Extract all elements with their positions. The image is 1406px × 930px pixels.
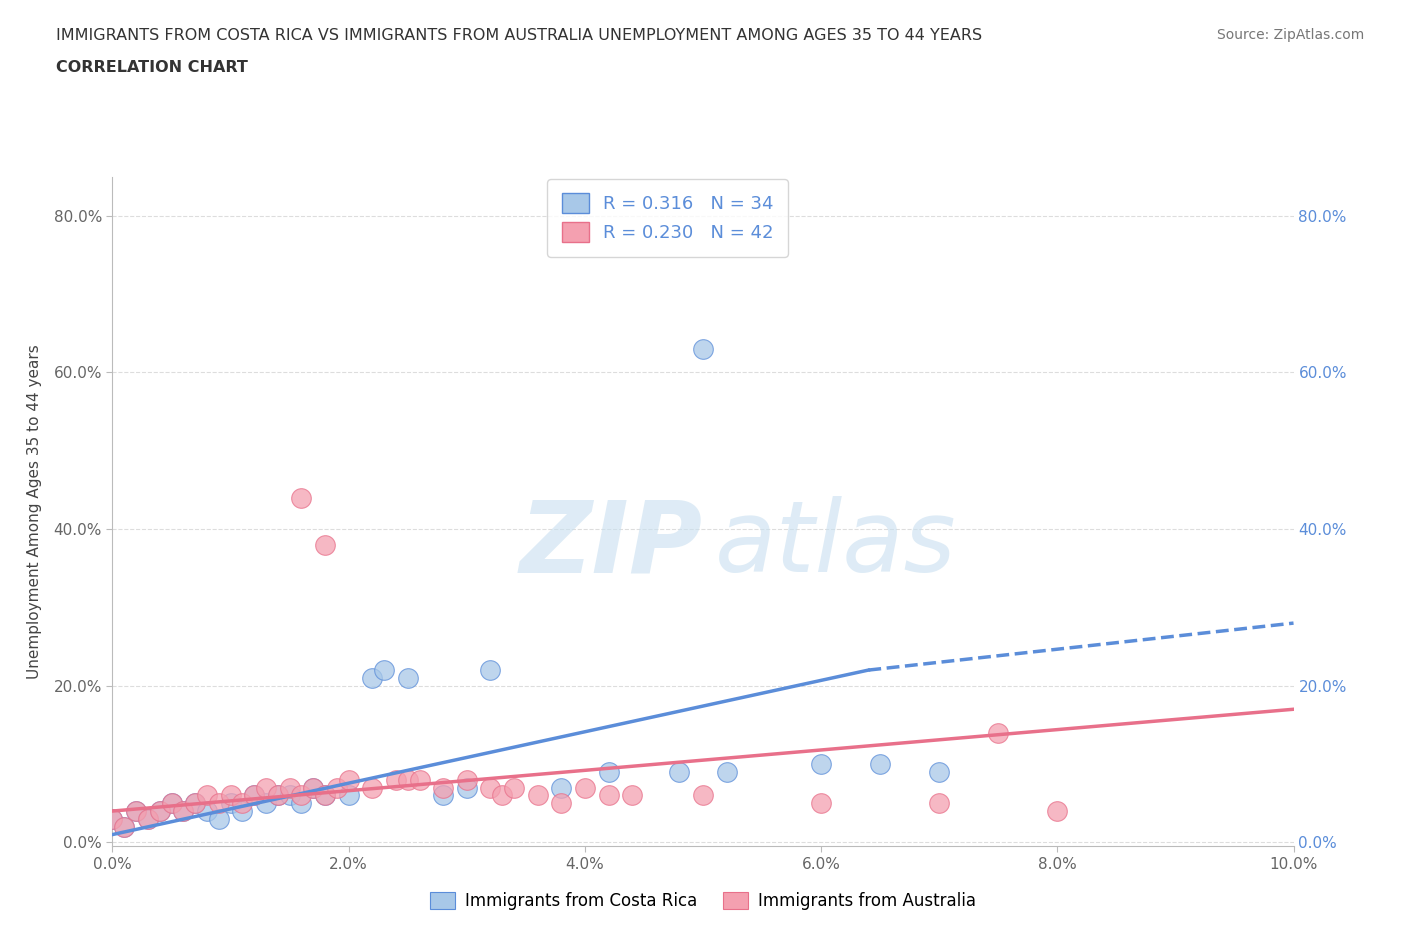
Point — [479, 663, 502, 678]
Point — [278, 780, 301, 795]
Point — [208, 796, 231, 811]
Point — [125, 804, 148, 818]
Point — [101, 812, 124, 827]
Legend: Immigrants from Costa Rica, Immigrants from Australia: Immigrants from Costa Rica, Immigrants f… — [423, 885, 983, 917]
Point — [243, 788, 266, 803]
Point — [928, 796, 950, 811]
Point — [314, 788, 336, 803]
Text: IMMIGRANTS FROM COSTA RICA VS IMMIGRANTS FROM AUSTRALIA UNEMPLOYMENT AMONG AGES : IMMIGRANTS FROM COSTA RICA VS IMMIGRANTS… — [56, 28, 983, 43]
Y-axis label: Unemployment Among Ages 35 to 44 years: Unemployment Among Ages 35 to 44 years — [28, 344, 42, 679]
Point — [267, 788, 290, 803]
Point — [928, 764, 950, 779]
Point — [621, 788, 644, 803]
Point — [172, 804, 194, 818]
Point — [361, 671, 384, 685]
Point — [432, 780, 454, 795]
Point — [208, 812, 231, 827]
Point — [219, 796, 242, 811]
Point — [869, 757, 891, 772]
Point — [149, 804, 172, 818]
Point — [243, 788, 266, 803]
Text: ZIP: ZIP — [520, 497, 703, 593]
Legend: R = 0.316   N = 34, R = 0.230   N = 42: R = 0.316 N = 34, R = 0.230 N = 42 — [547, 179, 787, 257]
Point — [219, 788, 242, 803]
Point — [101, 812, 124, 827]
Point — [112, 819, 135, 834]
Point — [231, 796, 253, 811]
Point — [290, 788, 312, 803]
Point — [136, 812, 159, 827]
Point — [503, 780, 526, 795]
Point — [314, 788, 336, 803]
Point — [456, 772, 478, 787]
Point — [692, 788, 714, 803]
Point — [184, 796, 207, 811]
Point — [373, 663, 395, 678]
Point — [195, 788, 218, 803]
Point — [290, 490, 312, 505]
Point — [668, 764, 690, 779]
Point — [598, 764, 620, 779]
Point — [112, 819, 135, 834]
Point — [172, 804, 194, 818]
Point — [550, 780, 572, 795]
Point — [302, 780, 325, 795]
Point — [290, 796, 312, 811]
Point — [987, 725, 1010, 740]
Point — [408, 772, 430, 787]
Point — [136, 812, 159, 827]
Point — [598, 788, 620, 803]
Point — [550, 796, 572, 811]
Point — [267, 788, 290, 803]
Point — [302, 780, 325, 795]
Point — [278, 788, 301, 803]
Text: CORRELATION CHART: CORRELATION CHART — [56, 60, 247, 75]
Point — [526, 788, 548, 803]
Point — [479, 780, 502, 795]
Point — [491, 788, 513, 803]
Text: atlas: atlas — [714, 497, 956, 593]
Point — [396, 772, 419, 787]
Point — [314, 538, 336, 552]
Point — [692, 341, 714, 356]
Point — [432, 788, 454, 803]
Point — [396, 671, 419, 685]
Point — [149, 804, 172, 818]
Point — [160, 796, 183, 811]
Text: Source: ZipAtlas.com: Source: ZipAtlas.com — [1216, 28, 1364, 42]
Point — [716, 764, 738, 779]
Point — [1046, 804, 1069, 818]
Point — [810, 796, 832, 811]
Point — [337, 788, 360, 803]
Point — [184, 796, 207, 811]
Point — [326, 780, 349, 795]
Point — [125, 804, 148, 818]
Point — [574, 780, 596, 795]
Point — [254, 780, 277, 795]
Point — [385, 772, 408, 787]
Point — [254, 796, 277, 811]
Point — [160, 796, 183, 811]
Point — [195, 804, 218, 818]
Point — [810, 757, 832, 772]
Point — [456, 780, 478, 795]
Point — [231, 804, 253, 818]
Point — [361, 780, 384, 795]
Point — [337, 772, 360, 787]
